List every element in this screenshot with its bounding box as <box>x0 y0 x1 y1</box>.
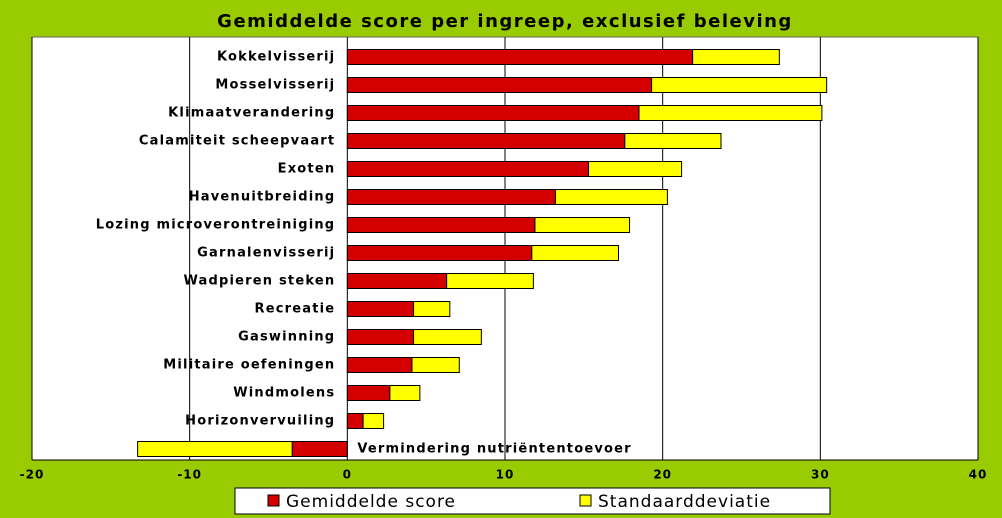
category-label: Lozing microverontreiniging <box>96 218 336 233</box>
bar <box>531 245 620 261</box>
x-tick-label: -20 <box>20 468 45 482</box>
category-label: Mosselvisserij <box>215 78 335 93</box>
bar <box>346 329 415 345</box>
category-label: Havenuitbreiding <box>189 190 336 205</box>
category-label: Gaswinning <box>238 330 335 345</box>
bar <box>346 217 536 233</box>
bar <box>137 441 293 457</box>
bar <box>346 301 415 317</box>
category-label: Kokkelvisserij <box>217 50 335 65</box>
category-label: Vermindering nutriëntentoevoer <box>357 442 631 457</box>
category-label: Horizonvervuiling <box>185 414 335 429</box>
bar <box>346 77 653 93</box>
bar <box>346 385 391 401</box>
bar <box>346 49 694 65</box>
bar <box>534 217 631 233</box>
bar <box>346 105 640 121</box>
bar <box>346 413 364 429</box>
legend <box>234 487 831 515</box>
bar <box>446 273 534 289</box>
category-label: Militaire oefeningen <box>163 358 335 373</box>
bar <box>413 329 482 345</box>
category-label: Klimaatverandering <box>168 106 335 121</box>
x-tick-label: 30 <box>811 468 830 482</box>
category-label: Windmolens <box>233 386 335 401</box>
bar <box>362 413 385 429</box>
x-tick-label: 0 <box>343 468 352 482</box>
x-tick-label: 20 <box>653 468 672 482</box>
bar <box>411 357 460 373</box>
x-tick-label: -10 <box>177 468 202 482</box>
bar <box>638 105 823 121</box>
category-label: Recreatie <box>255 302 336 317</box>
bar <box>651 77 828 93</box>
bar <box>624 133 722 149</box>
legend-label: Standaarddeviatie <box>598 492 771 512</box>
bar <box>413 301 451 317</box>
x-tick-label: 10 <box>496 468 515 482</box>
chart-title: Gemiddelde score per ingreep, exclusief … <box>217 11 793 32</box>
category-label: Exoten <box>278 162 336 177</box>
bar <box>346 245 533 261</box>
category-label: Calamiteit scheepvaart <box>139 134 335 149</box>
bar <box>692 49 780 65</box>
legend-swatch <box>267 494 280 507</box>
bar <box>291 441 348 457</box>
bar <box>346 273 448 289</box>
legend-label: Gemiddelde score <box>286 492 456 512</box>
bar <box>346 189 556 205</box>
bar <box>389 385 421 401</box>
legend-swatch <box>579 494 592 507</box>
bar <box>346 357 413 373</box>
bar <box>346 133 626 149</box>
bar <box>346 161 590 177</box>
bar <box>554 189 668 205</box>
bar <box>588 161 683 177</box>
x-tick-label: 40 <box>969 468 988 482</box>
category-label: Garnalenvisserij <box>197 246 335 261</box>
category-label: Wadpieren steken <box>183 274 335 289</box>
